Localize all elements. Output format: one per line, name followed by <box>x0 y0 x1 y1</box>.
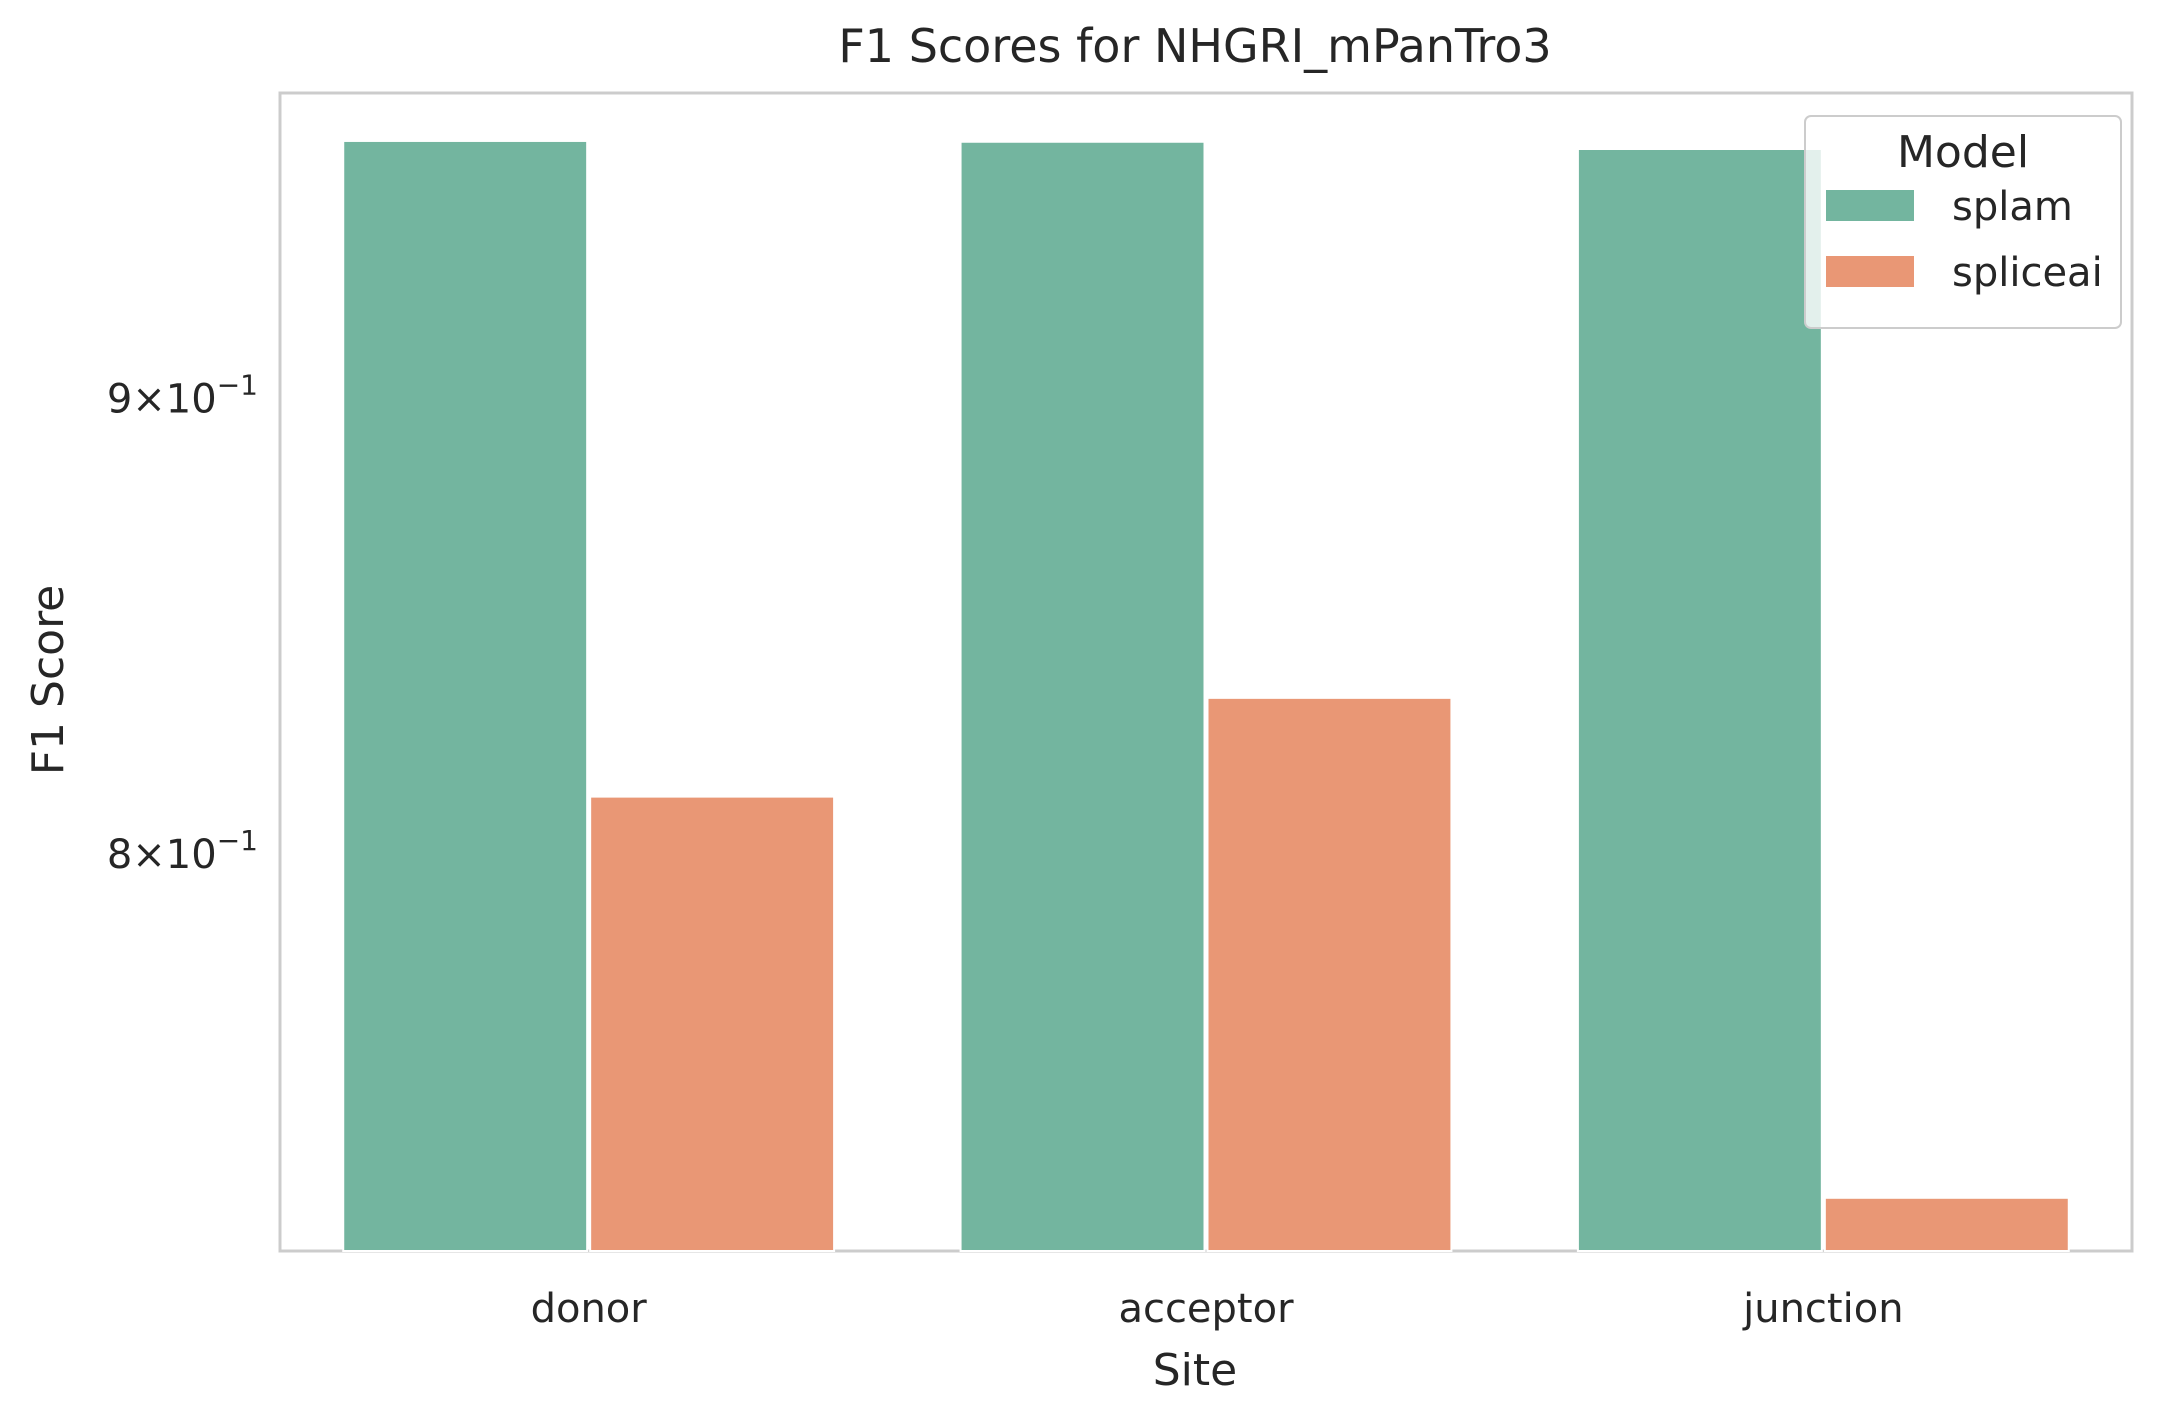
legend-title: Model <box>1897 127 2029 178</box>
chart-title: F1 Scores for NHGRI_mPanTro3 <box>838 19 1551 73</box>
bar-spliceai-donor <box>589 795 836 1253</box>
legend-swatch-spliceai <box>1826 256 1914 287</box>
x-tick-label-donor: donor <box>531 1286 648 1332</box>
x-tick-label-acceptor: acceptor <box>1118 1286 1294 1332</box>
x-tick-label-junction: junction <box>1742 1286 1903 1332</box>
bar-splam-donor <box>342 139 589 1253</box>
legend-label-spliceai: spliceai <box>1952 250 2103 296</box>
bars <box>342 139 2070 1253</box>
bar-splam-junction <box>1576 147 1823 1252</box>
bar-spliceai-junction <box>1823 1196 2070 1253</box>
y-axis-ticks: 9×10−1 8×10−1 <box>107 369 258 879</box>
y-tick-label: 8×10−1 <box>107 824 258 878</box>
legend-items: splam spliceai <box>1826 184 2103 296</box>
x-axis-title: Site <box>1153 1345 1237 1396</box>
bar-spliceai-acceptor <box>1206 696 1453 1252</box>
legend-label-splam: splam <box>1952 184 2073 230</box>
legend: Model splam spliceai <box>1804 115 2122 329</box>
y-axis-title: F1 Score <box>23 585 74 776</box>
y-tick-label: 9×10−1 <box>107 369 258 423</box>
legend-swatch-splam <box>1826 190 1914 221</box>
bar-splam-acceptor <box>959 140 1206 1253</box>
x-axis-ticks: donor acceptor junction <box>531 1286 1904 1332</box>
